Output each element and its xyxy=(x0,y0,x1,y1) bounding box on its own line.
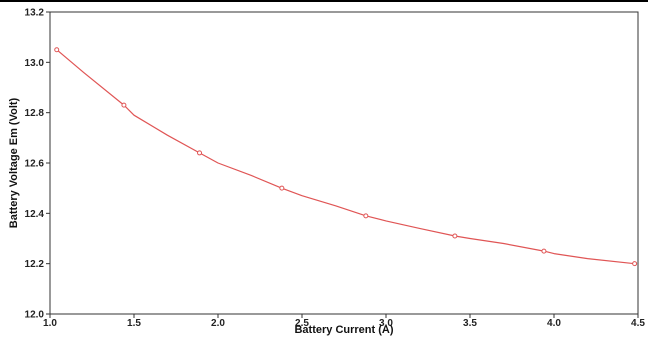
plot-frame xyxy=(49,11,639,315)
y-tick-label: 12.4 xyxy=(25,209,45,220)
data-point xyxy=(54,47,60,53)
data-point xyxy=(279,185,285,191)
y-tick-label: 12.8 xyxy=(25,108,45,119)
y-ticks: 12.0 12.2 12.4 12.6 12.8 13.0 13.2 xyxy=(25,8,50,321)
x-tick-label: 2.5 xyxy=(295,318,309,329)
x-tick-label: 3.0 xyxy=(379,318,393,329)
series-group xyxy=(54,47,638,267)
x-tick-label: 2.0 xyxy=(211,318,225,329)
x-tick-label: 4.5 xyxy=(631,318,645,329)
y-tick-label: 13.2 xyxy=(25,8,45,19)
x-tick-label: 4.0 xyxy=(547,318,561,329)
y-tick-label: 12.0 xyxy=(25,310,45,321)
y-tick-label: 12.6 xyxy=(25,159,45,170)
x-tick-label: 1.0 xyxy=(43,318,57,329)
x-tick-label: 1.5 xyxy=(127,318,141,329)
series-line xyxy=(56,49,635,265)
y-axis-title: Battery Voltage Em (Volt) xyxy=(8,97,20,228)
y-tick-label: 13.0 xyxy=(25,58,45,69)
data-point xyxy=(121,102,127,108)
data-point xyxy=(197,150,203,156)
data-point xyxy=(363,213,369,219)
x-axis-title: Battery Current (A) xyxy=(294,324,393,336)
x-tick-label: 3.5 xyxy=(463,318,477,329)
data-point xyxy=(632,261,638,267)
data-point xyxy=(452,233,458,239)
y-tick-label: 12.2 xyxy=(25,259,45,270)
x-ticks: 1.0 1.5 2.0 2.5 3.0 3.5 4.0 4.5 xyxy=(43,314,645,329)
data-point xyxy=(541,248,547,254)
